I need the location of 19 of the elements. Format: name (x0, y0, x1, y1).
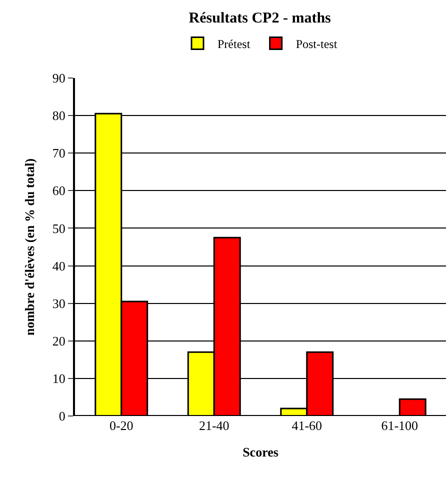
y-tick-label: 0 (58, 408, 66, 424)
y-tick-label: 70 (52, 146, 66, 161)
chart-title: Résultats CP2 - maths (188, 10, 332, 27)
legend-label: Post-test (296, 36, 338, 51)
y-tick-label: 50 (52, 220, 66, 236)
legend-label: Prétest (218, 36, 251, 51)
x-tick-label: 41-60 (292, 418, 322, 433)
y-tick-label: 40 (52, 258, 66, 274)
y-tick-label: 90 (52, 70, 66, 86)
x-tick-label: 21-40 (198, 418, 230, 433)
y-tick-label: 60 (52, 183, 66, 198)
x-axis-title: Scores (242, 444, 278, 460)
y-tick-label: 80 (52, 108, 66, 124)
y-axis-title: nombre d'élèves (en % du total) (22, 158, 37, 336)
x-tick-label: 61-100 (381, 418, 418, 433)
y-tick-label: 20 (52, 333, 66, 348)
x-tick-label: 0-20 (109, 418, 134, 433)
y-tick-label: 30 (52, 296, 66, 311)
y-tick-label: 10 (52, 370, 66, 386)
